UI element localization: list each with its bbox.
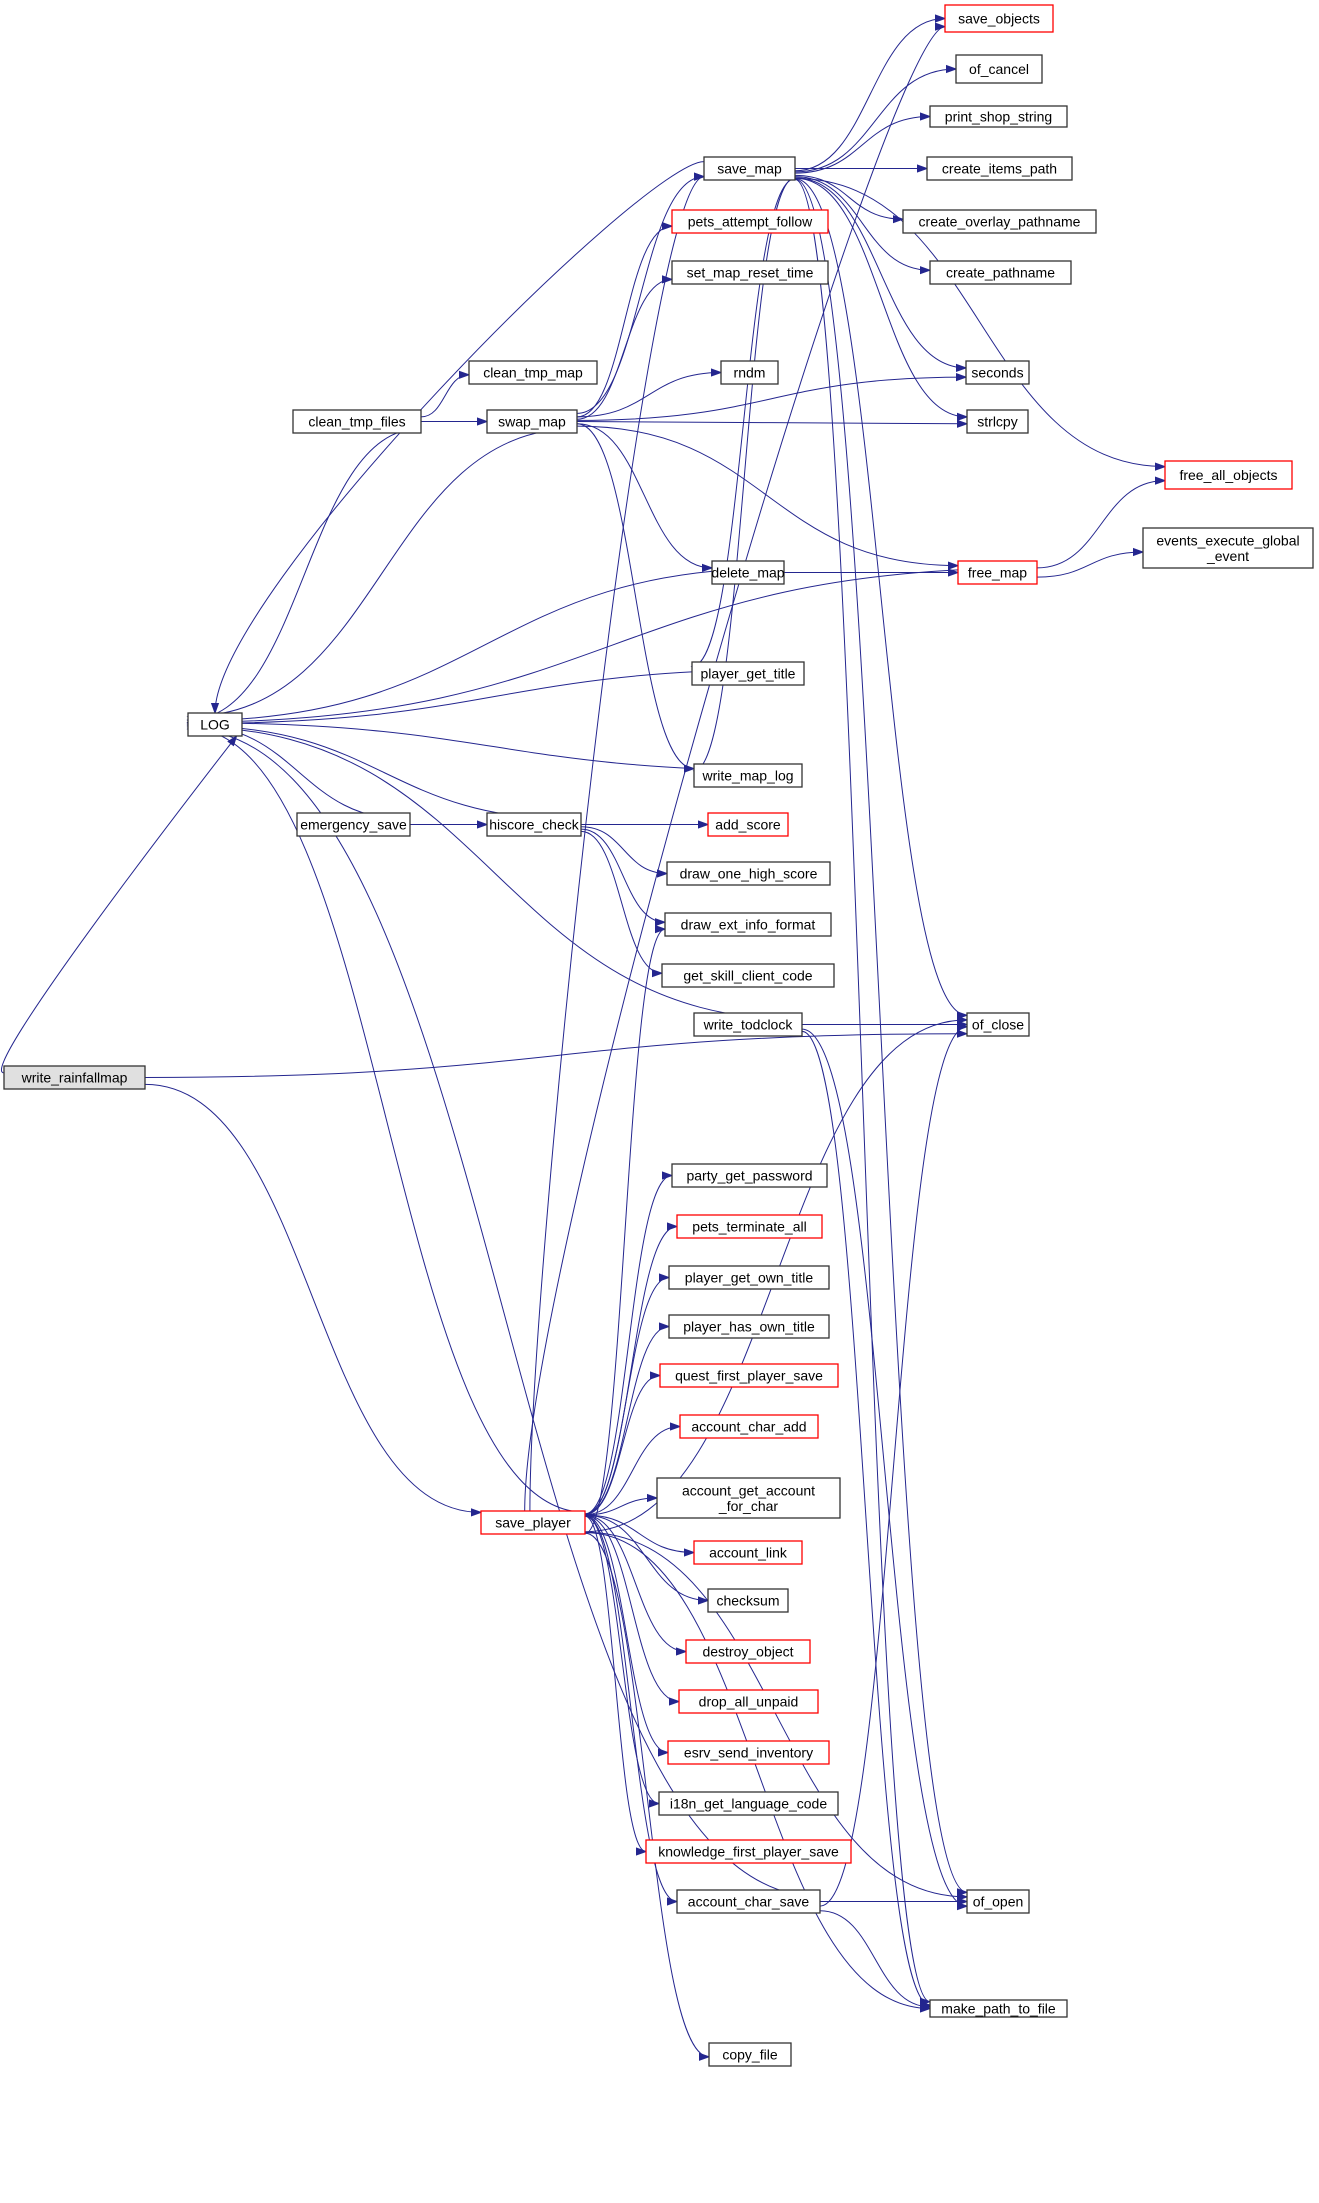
- svg-text:LOG: LOG: [200, 717, 230, 733]
- svg-text:create_items_path: create_items_path: [942, 161, 1057, 177]
- svg-text:of_cancel: of_cancel: [969, 61, 1029, 77]
- svg-text:rndm: rndm: [734, 365, 766, 381]
- svg-text:write_todclock: write_todclock: [703, 1017, 794, 1033]
- svg-text:quest_first_player_save: quest_first_player_save: [675, 1368, 823, 1384]
- svg-text:esrv_send_inventory: esrv_send_inventory: [684, 1745, 813, 1761]
- svg-text:save_map: save_map: [717, 161, 782, 177]
- svg-text:copy_file: copy_file: [722, 2047, 777, 2063]
- svg-text:free_map: free_map: [968, 565, 1027, 581]
- svg-text:save_player: save_player: [495, 1515, 571, 1531]
- svg-text:of_close: of_close: [972, 1017, 1024, 1033]
- svg-text:hiscore_check: hiscore_check: [489, 817, 579, 833]
- svg-text:knowledge_first_player_save: knowledge_first_player_save: [658, 1844, 839, 1860]
- svg-text:save_objects: save_objects: [958, 11, 1040, 27]
- svg-text:create_overlay_pathname: create_overlay_pathname: [919, 214, 1081, 230]
- svg-text:_event: _event: [1206, 548, 1249, 564]
- svg-text:destroy_object: destroy_object: [702, 1644, 793, 1660]
- svg-text:draw_one_high_score: draw_one_high_score: [680, 866, 818, 882]
- svg-text:events_execute_global: events_execute_global: [1156, 532, 1299, 548]
- svg-text:clean_tmp_files: clean_tmp_files: [308, 414, 405, 430]
- svg-text:print_shop_string: print_shop_string: [945, 109, 1052, 125]
- svg-text:create_pathname: create_pathname: [946, 265, 1055, 281]
- svg-text:write_map_log: write_map_log: [701, 768, 793, 784]
- svg-text:delete_map: delete_map: [711, 565, 784, 581]
- svg-text:seconds: seconds: [971, 365, 1023, 381]
- svg-text:add_score: add_score: [715, 817, 781, 833]
- svg-text:_for_char: _for_char: [718, 1498, 778, 1514]
- svg-text:player_get_own_title: player_get_own_title: [685, 1270, 814, 1286]
- svg-text:write_rainfallmap: write_rainfallmap: [21, 1070, 128, 1086]
- svg-text:set_map_reset_time: set_map_reset_time: [687, 265, 814, 281]
- svg-text:account_link: account_link: [709, 1545, 788, 1561]
- svg-text:free_all_objects: free_all_objects: [1179, 467, 1277, 483]
- svg-text:account_char_add: account_char_add: [691, 1419, 806, 1435]
- svg-text:party_get_password: party_get_password: [686, 1168, 812, 1184]
- svg-text:account_char_save: account_char_save: [688, 1894, 810, 1910]
- svg-text:strlcpy: strlcpy: [977, 414, 1017, 430]
- svg-text:i18n_get_language_code: i18n_get_language_code: [670, 1796, 827, 1812]
- svg-text:pets_attempt_follow: pets_attempt_follow: [688, 214, 813, 230]
- svg-text:of_open: of_open: [973, 1894, 1024, 1910]
- svg-text:checksum: checksum: [716, 1593, 779, 1609]
- svg-text:account_get_account: account_get_account: [682, 1482, 815, 1498]
- svg-text:draw_ext_info_format: draw_ext_info_format: [681, 917, 816, 933]
- svg-text:swap_map: swap_map: [498, 414, 566, 430]
- svg-text:player_get_title: player_get_title: [701, 666, 796, 682]
- svg-text:pets_terminate_all: pets_terminate_all: [692, 1219, 806, 1235]
- svg-text:player_has_own_title: player_has_own_title: [683, 1319, 815, 1335]
- svg-text:emergency_save: emergency_save: [300, 817, 407, 833]
- svg-text:get_skill_client_code: get_skill_client_code: [683, 968, 812, 984]
- svg-text:clean_tmp_map: clean_tmp_map: [483, 365, 583, 381]
- svg-text:make_path_to_file: make_path_to_file: [941, 2001, 1056, 2017]
- svg-text:drop_all_unpaid: drop_all_unpaid: [699, 1694, 799, 1710]
